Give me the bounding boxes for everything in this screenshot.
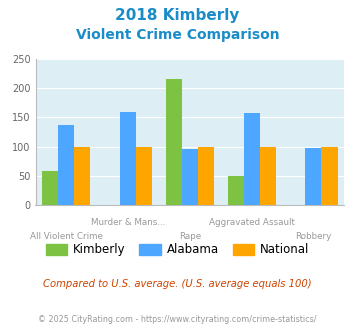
Bar [58,125,75,205]
Text: 2018 Kimberly: 2018 Kimberly [115,8,240,23]
Text: Compared to U.S. average. (U.S. average equals 100): Compared to U.S. average. (U.S. average … [43,279,312,289]
Text: Robbery: Robbery [295,232,332,241]
Bar [244,113,260,205]
Text: © 2025 CityRating.com - https://www.cityrating.com/crime-statistics/: © 2025 CityRating.com - https://www.city… [38,315,317,324]
Bar [75,147,91,205]
Text: All Violent Crime: All Violent Crime [30,232,103,241]
Bar [166,79,182,205]
Text: Aggravated Assault: Aggravated Assault [209,218,295,227]
Bar [136,147,152,205]
Bar [322,147,338,205]
Bar [305,148,322,205]
Bar [42,171,58,205]
Text: Murder & Mans...: Murder & Mans... [91,218,165,227]
Bar [120,112,136,205]
Text: Rape: Rape [179,232,201,241]
Bar [198,147,214,205]
Legend: Kimberly, Alabama, National: Kimberly, Alabama, National [41,239,314,261]
Bar [228,176,244,205]
Text: Violent Crime Comparison: Violent Crime Comparison [76,28,279,42]
Bar [260,147,276,205]
Bar [182,149,198,205]
